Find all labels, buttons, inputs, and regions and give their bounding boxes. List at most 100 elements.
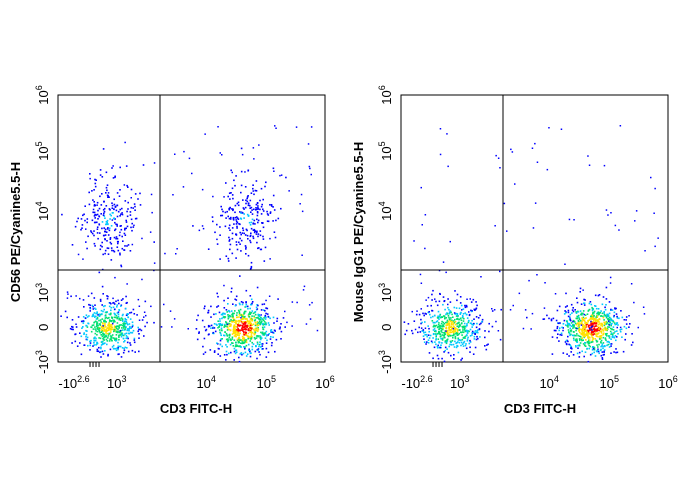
event-dot xyxy=(119,329,121,332)
event-dot xyxy=(613,332,615,334)
event-dot xyxy=(260,205,263,208)
event-dot xyxy=(484,336,486,339)
event-dot xyxy=(277,298,279,300)
event-dot xyxy=(449,318,451,321)
event-dot xyxy=(429,334,432,337)
event-dot xyxy=(204,133,206,135)
event-dot xyxy=(604,314,607,317)
event-dot xyxy=(230,287,233,290)
event-dot xyxy=(94,178,96,181)
event-dot xyxy=(302,289,305,291)
event-dot xyxy=(444,308,446,311)
event-dot xyxy=(101,327,104,330)
event-dot xyxy=(221,314,224,316)
event-dot xyxy=(459,313,462,315)
event-dot xyxy=(121,327,123,329)
event-dot xyxy=(425,343,427,345)
event-dot xyxy=(251,318,254,320)
event-dot xyxy=(244,327,247,329)
event-dot xyxy=(460,319,463,322)
event-dot xyxy=(469,339,471,342)
event-dot xyxy=(467,321,470,324)
event-dot xyxy=(479,314,481,317)
event-dot xyxy=(274,236,277,239)
event-dot xyxy=(251,331,254,334)
event-dot xyxy=(264,246,267,249)
event-dot xyxy=(91,190,93,192)
event-dot xyxy=(132,226,135,228)
event-dot xyxy=(608,326,611,328)
event-dot xyxy=(99,195,101,198)
event-dot xyxy=(571,309,574,311)
event-dot xyxy=(246,318,248,320)
event-dot xyxy=(126,225,129,228)
event-dot xyxy=(572,323,575,326)
event-dot xyxy=(248,325,250,328)
event-dot xyxy=(448,345,450,348)
event-dot xyxy=(526,316,528,319)
event-dot xyxy=(116,306,118,308)
event-dot xyxy=(124,322,127,325)
event-dot xyxy=(428,337,431,339)
event-dot xyxy=(98,329,101,331)
event-dot xyxy=(217,126,219,128)
event-dot xyxy=(244,234,247,236)
event-dot xyxy=(99,351,101,354)
event-dot xyxy=(105,326,107,328)
event-dot xyxy=(555,329,557,332)
y-tick-label: 106 xyxy=(377,85,394,104)
event-dot xyxy=(121,212,123,214)
event-dot xyxy=(131,243,134,246)
event-dot xyxy=(86,218,89,220)
event-dot xyxy=(566,320,568,322)
event-dot xyxy=(261,348,263,350)
event-dot xyxy=(458,323,461,326)
event-dot xyxy=(418,326,420,329)
event-dot xyxy=(608,312,611,315)
event-dot xyxy=(586,347,588,350)
event-dot xyxy=(426,335,428,338)
event-dot xyxy=(128,332,131,335)
event-dot xyxy=(257,349,259,352)
event-dot xyxy=(264,316,266,318)
event-dot xyxy=(597,348,599,351)
event-dot xyxy=(101,193,103,195)
event-dot xyxy=(245,246,247,249)
event-dot xyxy=(237,329,240,331)
event-dot xyxy=(262,322,264,325)
event-dot xyxy=(101,245,103,248)
event-dot xyxy=(447,306,449,309)
event-dot xyxy=(589,345,591,348)
event-dot xyxy=(252,235,254,238)
event-dot xyxy=(619,329,621,331)
event-dot xyxy=(618,229,620,231)
event-dot xyxy=(226,326,229,329)
event-dot xyxy=(593,348,596,351)
event-dot xyxy=(96,328,98,330)
event-dot xyxy=(216,306,218,308)
event-dot xyxy=(241,212,244,214)
event-dot xyxy=(256,230,258,233)
event-dot xyxy=(577,344,579,347)
event-dot xyxy=(596,325,599,328)
event-dot xyxy=(486,344,488,346)
event-dot xyxy=(231,227,234,229)
event-dot xyxy=(548,317,550,320)
event-dot xyxy=(424,312,426,315)
event-dot xyxy=(109,335,112,337)
event-dot xyxy=(224,211,227,214)
event-dot xyxy=(100,204,103,206)
event-dot xyxy=(109,348,112,351)
event-dot xyxy=(212,327,214,329)
event-dot xyxy=(457,322,460,324)
event-dot xyxy=(448,324,451,326)
event-dot xyxy=(251,348,254,351)
event-dot xyxy=(469,351,471,353)
event-dot xyxy=(466,305,468,308)
event-dot xyxy=(596,335,599,338)
event-dot xyxy=(558,340,560,342)
event-dot xyxy=(580,312,583,315)
event-dot xyxy=(243,338,246,340)
event-dot xyxy=(94,316,96,318)
event-dot xyxy=(424,321,426,323)
